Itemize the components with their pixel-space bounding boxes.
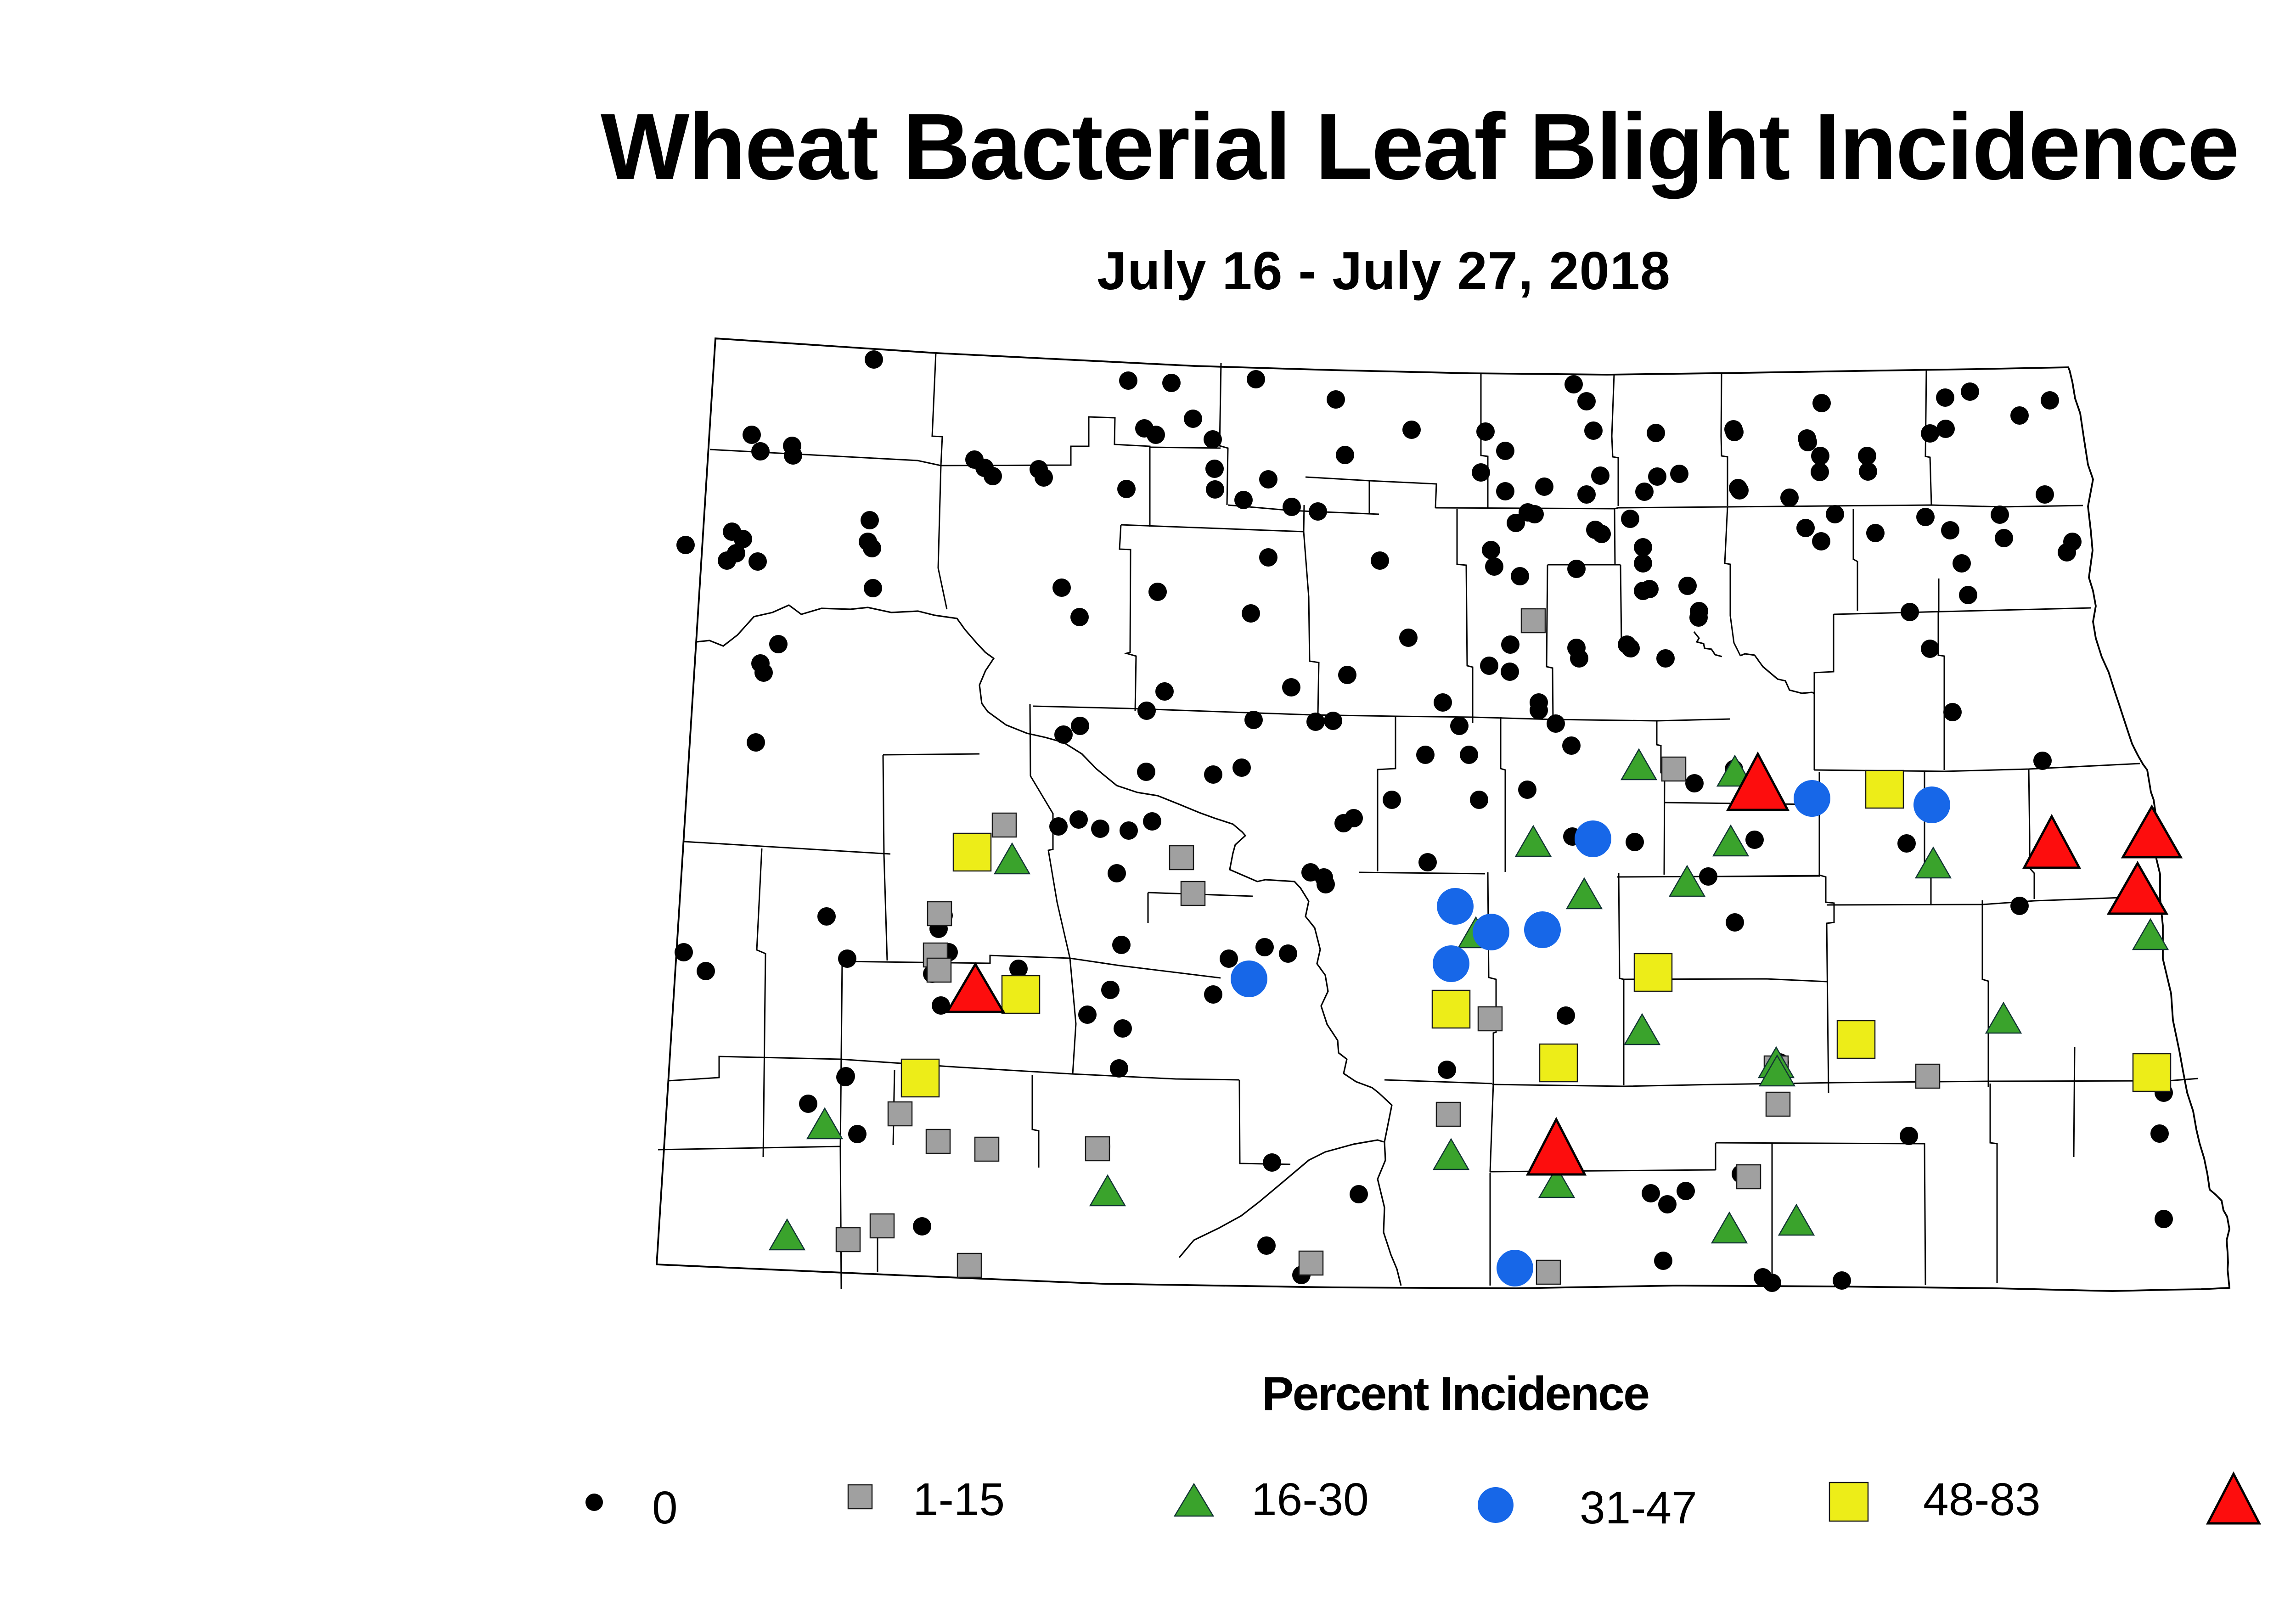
svg-text:48-83: 48-83 xyxy=(1923,1474,2041,1525)
svg-text:Percent Incidence: Percent Incidence xyxy=(1262,1367,1650,1421)
svg-text:1-15: 1-15 xyxy=(913,1474,1005,1525)
svg-text:July 16 - July 27, 2018: July 16 - July 27, 2018 xyxy=(1097,241,1670,301)
svg-text:0: 0 xyxy=(652,1482,678,1533)
svg-text:31-47: 31-47 xyxy=(1580,1482,1697,1533)
svg-text:Wheat Bacterial Leaf Blight In: Wheat Bacterial Leaf Blight Incidence xyxy=(601,94,2240,199)
svg-text:16-30: 16-30 xyxy=(1251,1474,1369,1525)
